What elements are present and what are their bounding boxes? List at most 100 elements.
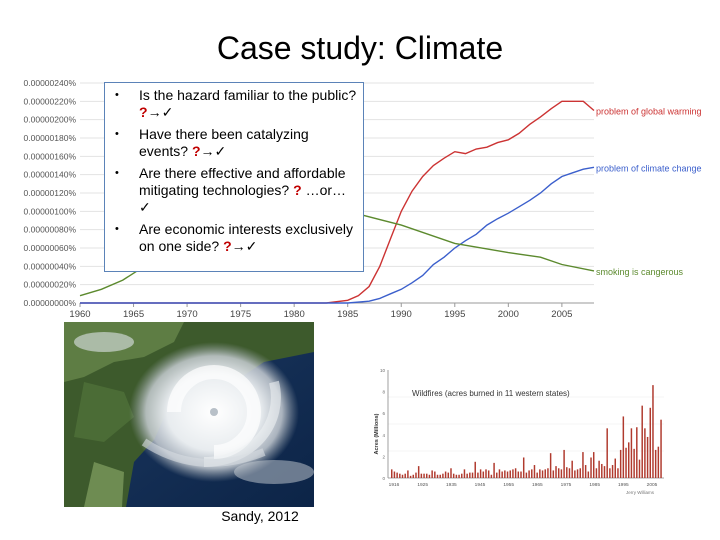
question-mark: ?: [191, 143, 201, 159]
wildfire-bar: [644, 428, 646, 478]
series-label-smoking: smoking is cangerous: [596, 267, 684, 277]
wildfire-bar: [423, 473, 425, 478]
x-tick-label: 1916: [389, 482, 400, 488]
wildfire-bar: [412, 474, 415, 478]
y-tick-label: 0.00000060%: [24, 243, 77, 253]
wildfire-bar: [541, 470, 544, 478]
y-tick-label: 0.00000220%: [24, 96, 77, 106]
x-tick-label: 1965: [532, 482, 543, 488]
wildfire-bar: [420, 473, 423, 478]
wildfire-bar: [531, 469, 533, 478]
wildfire-bar: [417, 466, 420, 478]
x-tick-label: 1985: [337, 309, 358, 320]
y-tick-label: 0.00000120%: [24, 188, 77, 198]
wildfire-credit: Jerry Williams: [626, 490, 655, 495]
wildfire-bar: [461, 473, 463, 478]
x-tick-label: 1965: [123, 309, 144, 320]
x-tick-label: 1985: [589, 482, 600, 488]
y-tick-label: 0.00000100%: [24, 206, 77, 216]
or-text: …or…: [305, 182, 347, 198]
y-tick-label: 0: [382, 476, 385, 481]
wildfire-bar: [625, 447, 627, 478]
x-tick-label: 1960: [69, 309, 90, 320]
wildfire-bar: [636, 427, 638, 478]
wildfire-bar: [539, 469, 541, 478]
bullet-box: Is the hazard familiar to the public? ?→…: [104, 82, 364, 272]
wildfire-bar: [496, 472, 498, 478]
wildfire-bar: [574, 470, 576, 478]
wildfire-bar: [622, 416, 625, 478]
wildfire-bar: [512, 469, 514, 478]
wildfire-bar: [652, 385, 654, 478]
y-tick-label: 0.00000180%: [24, 133, 77, 143]
y-tick-label: 0.00000160%: [24, 151, 77, 161]
wildfire-bar: [431, 470, 433, 478]
x-tick-label: 1980: [284, 309, 305, 320]
y-tick-label: 10: [380, 368, 386, 373]
series-line-global_warming: [80, 100, 595, 304]
wildfire-bar: [560, 469, 563, 478]
wildfire-bar: [439, 474, 441, 478]
wildfire-bar-chart: 0 2 4 6 8 10 Wildfires (acres burned in 11 wes…: [372, 364, 668, 496]
wildfire-bar: [549, 453, 552, 478]
wildfire-bar: [657, 446, 660, 478]
wildfire-bar: [466, 473, 468, 478]
wildfire-bar: [563, 449, 565, 478]
wildfire-bar: [598, 460, 600, 478]
wildfire-bar: [520, 471, 522, 478]
slide-title: Case study: Climate: [216, 30, 504, 66]
wildfire-bar: [487, 470, 490, 478]
check-icon: ✓: [161, 104, 174, 120]
series-label-climate_change: problem of climate change: [596, 163, 702, 173]
wildfire-bar: [533, 465, 536, 478]
wildfire-bar: [485, 469, 487, 478]
image-caption: Sandy, 2012: [221, 508, 299, 524]
wildfire-bar: [568, 468, 571, 478]
y-tick-label: 0.00000140%: [24, 170, 77, 180]
question-mark: ?: [223, 238, 232, 254]
wildfire-bar: [444, 471, 447, 478]
wildfire-bar: [566, 467, 568, 478]
wildfire-bar: [603, 466, 606, 478]
x-tick-label: 1995: [444, 309, 465, 320]
wildfire-bar: [455, 474, 458, 478]
arrow-glyph: →: [231, 238, 246, 254]
wildfire-bar: [436, 474, 439, 478]
wildfire-bar: [617, 468, 619, 478]
wildfire-bar: [601, 463, 603, 478]
arrow-glyph: →: [200, 143, 215, 159]
wildfire-chart-title: Wildfires (acres burned in 11 western st…: [412, 389, 570, 398]
wildfire-bar: [654, 449, 657, 478]
x-tick-label: 1975: [561, 482, 572, 488]
x-tick-label: 1925: [417, 482, 428, 488]
x-tick-label: 1990: [391, 309, 412, 320]
y-tick-label: 0.00000240%: [24, 78, 77, 88]
check-icon: ✓: [245, 238, 258, 254]
wildfire-bar: [552, 470, 555, 478]
wildfire-bar: [627, 442, 630, 478]
wildfire-bar: [660, 419, 662, 478]
wildfire-bar: [571, 460, 573, 478]
wildfire-bar: [506, 471, 509, 478]
arrow-glyph: →: [147, 104, 162, 120]
bullet-item: Is the hazard familiar to the public? ?→…: [115, 87, 357, 121]
wildfire-bar: [646, 436, 649, 478]
y-tick-label: 4: [382, 433, 385, 438]
wildfire-bar: [536, 472, 538, 478]
wildfire-bar: [592, 452, 595, 478]
check-icon: ✓: [214, 143, 227, 159]
x-tick-label: 1935: [446, 482, 457, 488]
wildfire-bar: [391, 469, 393, 478]
wildfire-bar: [471, 472, 474, 478]
x-tick-label: 2005: [647, 482, 658, 488]
wildfire-bar: [525, 472, 528, 478]
x-tick-label: 1995: [618, 482, 629, 488]
wildfire-bar: [514, 468, 517, 478]
wildfire-bar: [595, 468, 598, 478]
wildfire-bar: [630, 428, 633, 478]
wildfire-bar: [504, 470, 506, 478]
wildfire-bar: [557, 468, 560, 478]
y-tick-label: 6: [382, 411, 385, 416]
wildfire-bar: [555, 466, 557, 478]
wildfire-bar: [547, 468, 549, 478]
